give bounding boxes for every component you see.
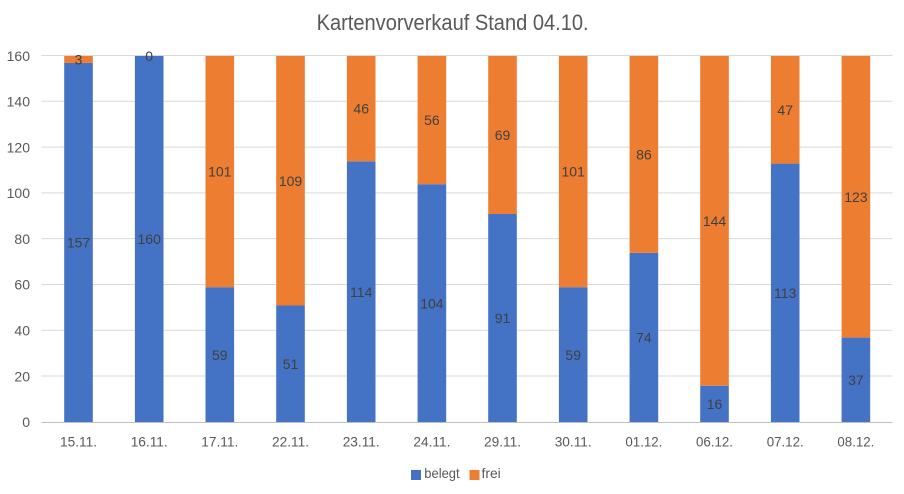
svg-text:51: 51 [283,356,299,372]
svg-text:24.11.: 24.11. [413,434,450,450]
svg-text:47: 47 [777,102,793,118]
svg-text:Kartenvorverkauf Stand 04.10.: Kartenvorverkauf Stand 04.10. [317,10,589,35]
svg-text:20: 20 [14,368,30,384]
svg-text:23.11.: 23.11. [343,434,380,450]
svg-text:74: 74 [636,330,652,346]
svg-text:86: 86 [636,146,652,162]
svg-text:101: 101 [208,164,232,180]
svg-text:59: 59 [565,347,581,363]
svg-text:01.12.: 01.12. [625,434,662,450]
svg-text:101: 101 [562,164,586,180]
svg-text:109: 109 [279,173,303,189]
svg-text:160: 160 [138,231,162,247]
svg-text:104: 104 [420,295,444,311]
svg-text:3: 3 [75,51,83,67]
svg-text:07.12.: 07.12. [767,434,804,450]
svg-text:80: 80 [14,231,30,247]
svg-text:160: 160 [7,48,31,64]
svg-text:16: 16 [707,396,723,412]
svg-text:17.11.: 17.11. [201,434,238,450]
svg-text:100: 100 [7,185,31,201]
svg-text:46: 46 [353,101,369,117]
svg-text:114: 114 [350,284,373,300]
svg-text:56: 56 [424,112,440,128]
svg-text:37: 37 [848,372,864,388]
svg-text:22.11.: 22.11. [272,434,309,450]
svg-text:120: 120 [7,139,31,155]
svg-text:0: 0 [22,414,30,430]
svg-text:08.12.: 08.12. [837,434,874,450]
svg-text:16.11.: 16.11. [131,434,168,450]
svg-text:29.11.: 29.11. [484,434,521,450]
svg-text:0: 0 [145,48,153,64]
svg-text:60: 60 [14,277,30,293]
svg-text:91: 91 [495,310,511,326]
svg-text:30.11.: 30.11. [555,434,592,450]
svg-text:144: 144 [703,213,727,229]
svg-text:69: 69 [495,127,511,143]
svg-text:140: 140 [7,94,31,110]
svg-text:06.12.: 06.12. [696,434,733,450]
svg-text:15.11.: 15.11. [60,434,97,450]
svg-text:40: 40 [14,323,30,339]
svg-text:59: 59 [212,347,228,363]
svg-text:belegt: belegt [424,465,459,481]
svg-text:113: 113 [774,285,797,301]
svg-text:157: 157 [67,235,91,251]
svg-text:123: 123 [844,189,868,205]
svg-text:frei: frei [482,465,501,481]
